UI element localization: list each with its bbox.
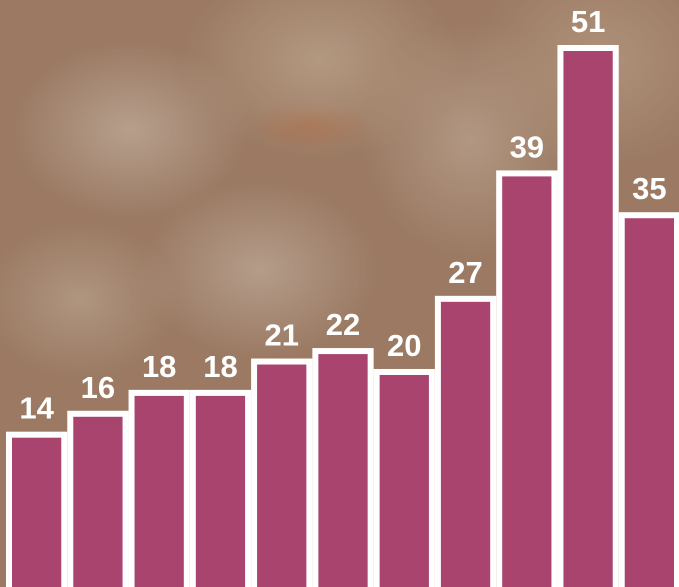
bar [6, 431, 68, 587]
bar [373, 368, 435, 587]
bar [496, 170, 558, 587]
value-label: 18 [203, 349, 237, 384]
bar [434, 295, 497, 587]
value-label: 14 [19, 391, 54, 426]
value-label: 21 [264, 318, 298, 353]
value-label: 20 [387, 328, 421, 363]
bar [618, 212, 679, 587]
bar [189, 389, 252, 587]
bar [251, 358, 313, 587]
bar [67, 410, 129, 587]
value-label: 18 [142, 349, 176, 384]
bar [557, 45, 619, 587]
value-label: 35 [632, 171, 666, 206]
value-label: 27 [448, 255, 482, 290]
value-label: 39 [510, 129, 544, 164]
value-label: 51 [571, 4, 605, 39]
bar [128, 389, 190, 587]
bar [312, 348, 374, 587]
value-label: 16 [81, 370, 115, 405]
value-label: 22 [326, 307, 360, 342]
